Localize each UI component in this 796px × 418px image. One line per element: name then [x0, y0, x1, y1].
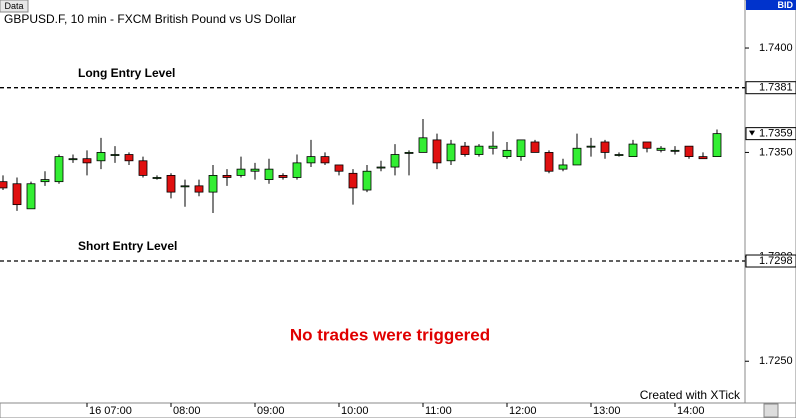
candle-body [516, 139, 526, 158]
candle-body [628, 143, 638, 158]
x-tick-label: 11:00 [425, 405, 452, 417]
candle-body [138, 160, 148, 176]
level-badge-label: 1.7381 [759, 82, 793, 94]
candle-body [656, 147, 666, 151]
candle-body [236, 168, 246, 176]
candle-body [40, 179, 50, 183]
candle-body [152, 177, 162, 179]
candle-body [180, 185, 190, 188]
y-tick-label: 1.7400 [759, 42, 793, 54]
candle-body [600, 141, 610, 153]
candle-body [222, 174, 232, 178]
candle-body [488, 145, 498, 149]
x-tick-label: 09:00 [257, 405, 285, 417]
data-tab[interactable] [0, 0, 29, 13]
candle-body [614, 154, 624, 156]
level-badge [745, 81, 796, 95]
annotation: No trades were triggered [290, 325, 490, 344]
data-tab-label: Data [4, 1, 23, 11]
candle-body [166, 174, 176, 193]
candle-body [96, 152, 106, 162]
candle-body [0, 181, 8, 189]
candle-body [698, 156, 708, 160]
candle-body [278, 174, 288, 178]
candle-body [362, 170, 372, 191]
y-tick-label: 1.7350 [759, 146, 793, 158]
x-tick-label: 12:00 [509, 405, 537, 417]
level-label: Short Entry Level [78, 239, 177, 253]
x-tick-label: 08:00 [173, 405, 201, 417]
candle-body [26, 183, 36, 210]
candle-body [82, 158, 92, 164]
price-axis [744, 0, 796, 404]
candle-body [334, 164, 344, 172]
candle-body [474, 145, 484, 155]
candle-body [404, 152, 414, 154]
candle-body [12, 183, 22, 206]
last-price-arrow [749, 130, 755, 136]
level-label: Long Entry Level [78, 66, 175, 80]
candle-body [684, 145, 694, 158]
candle-body [376, 166, 386, 169]
x-tick-label: 10:00 [341, 405, 369, 417]
candle-body [544, 152, 554, 172]
candle-body [586, 145, 596, 148]
candle-body [320, 156, 330, 164]
candle-body [54, 156, 64, 183]
candle-body [642, 141, 652, 149]
time-axis [0, 402, 796, 418]
candle-body [110, 154, 120, 156]
candle-body [446, 143, 456, 162]
footer: Created with XTick [640, 388, 741, 402]
candle-body [418, 137, 428, 153]
candle-body [348, 172, 358, 189]
x-tick-label: 13:00 [593, 405, 621, 417]
x-tick-label: 14:00 [677, 405, 705, 417]
candle-body [194, 185, 204, 193]
last-price-badge [745, 127, 796, 141]
candle-body [68, 158, 78, 161]
bid-label: BID [778, 0, 794, 10]
candle-body [530, 141, 540, 153]
level-badge [745, 254, 796, 268]
candle-body [124, 154, 134, 162]
candle-body [250, 168, 260, 172]
chart-title: GBPUSD.F, 10 min - FXCM British Pound vs… [4, 12, 296, 26]
candle-body [558, 164, 568, 170]
last-price-label: 1.7359 [759, 128, 793, 140]
candle-body [460, 145, 470, 155]
level-badge-label: 1.7298 [759, 255, 793, 267]
bid-box [746, 0, 796, 10]
candle-body [502, 149, 512, 158]
candle-body [670, 149, 680, 152]
candle-body [390, 154, 400, 168]
candle-body [264, 168, 274, 180]
settings-button[interactable] [763, 403, 779, 418]
candle-body [432, 139, 442, 164]
x-tick-label: 16 07:00 [89, 405, 132, 417]
candle-body [292, 162, 302, 178]
candle-body [208, 174, 218, 193]
candle-body [306, 156, 316, 164]
y-tick-label: 1.7250 [759, 355, 793, 367]
candle-body [572, 147, 582, 166]
candle-body [712, 133, 722, 158]
